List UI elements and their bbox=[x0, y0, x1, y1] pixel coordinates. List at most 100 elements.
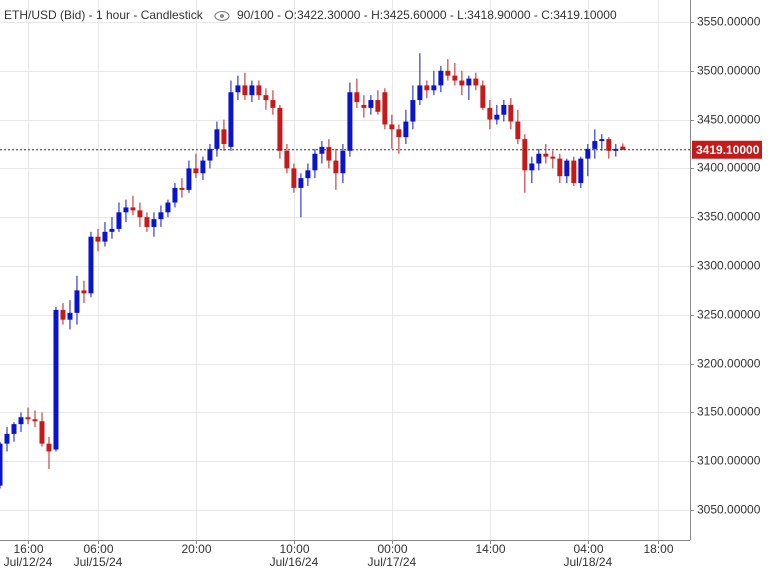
candle-body bbox=[242, 85, 248, 96]
candle-body bbox=[298, 178, 304, 188]
candle-body bbox=[284, 150, 290, 169]
candle-body bbox=[564, 160, 570, 177]
last-price-label: 3419.10000 bbox=[696, 143, 760, 157]
candle-body bbox=[165, 202, 171, 213]
candle-body bbox=[53, 309, 59, 450]
candle-body bbox=[445, 70, 451, 76]
x-date-label: Jul/15/24 bbox=[74, 555, 123, 569]
candle-body bbox=[319, 146, 325, 154]
candle-body bbox=[501, 104, 507, 115]
candle-body bbox=[410, 100, 416, 122]
candle-body bbox=[263, 95, 269, 101]
candle-body bbox=[158, 212, 164, 220]
grid bbox=[0, 0, 690, 540]
candle-body bbox=[81, 290, 87, 294]
y-tick-label: 3050.00000 bbox=[697, 503, 761, 517]
candle-body bbox=[18, 417, 24, 425]
candle-body bbox=[417, 85, 423, 101]
candle-body bbox=[88, 236, 94, 294]
candle-body bbox=[200, 160, 206, 174]
candle-body bbox=[333, 160, 339, 174]
chart-title: ETH/USD (Bid) - 1 hour - Candlestick bbox=[4, 8, 204, 22]
candle-body bbox=[0, 443, 3, 486]
x-tick-label: 14:00 bbox=[475, 542, 505, 556]
candle-body bbox=[172, 187, 178, 203]
candle-body bbox=[403, 121, 409, 138]
candle-body bbox=[508, 104, 514, 122]
candle-body bbox=[599, 139, 605, 142]
candle-body bbox=[25, 417, 31, 420]
candle-body bbox=[459, 80, 465, 86]
candle-body bbox=[270, 100, 276, 108]
y-tick-label: 3100.00000 bbox=[697, 454, 761, 468]
candle-body bbox=[179, 187, 185, 190]
candle-body bbox=[487, 107, 493, 120]
x-tick-label: 00:00 bbox=[377, 542, 407, 556]
x-date-label: Jul/18/24 bbox=[563, 555, 612, 569]
candle-body bbox=[74, 290, 80, 313]
candle-body bbox=[116, 212, 122, 229]
candle-body bbox=[529, 163, 535, 171]
candle-body bbox=[466, 78, 472, 86]
y-tick-label: 3500.00000 bbox=[697, 64, 761, 78]
last-price-box bbox=[692, 140, 762, 159]
candle-body bbox=[375, 100, 381, 112]
candle-body bbox=[578, 158, 584, 184]
candle-body bbox=[368, 100, 374, 108]
candle-body bbox=[130, 207, 136, 211]
y-tick-label: 3200.00000 bbox=[697, 357, 761, 371]
candle-body bbox=[46, 443, 52, 452]
candle-body bbox=[256, 85, 262, 96]
candle-body bbox=[592, 141, 598, 149]
candle-body bbox=[557, 158, 563, 177]
visibility-icon[interactable] bbox=[214, 10, 230, 22]
candles bbox=[0, 53, 626, 489]
candle-body bbox=[452, 75, 458, 81]
x-date-label: Jul/12/24 bbox=[4, 555, 53, 569]
candle-body bbox=[228, 92, 234, 147]
candle-body bbox=[347, 92, 353, 151]
candle-body bbox=[480, 85, 486, 108]
candle-body bbox=[382, 92, 388, 125]
candle-body bbox=[39, 421, 45, 444]
x-date-label: Jul/17/24 bbox=[368, 555, 417, 569]
x-tick-label: 04:00 bbox=[573, 542, 603, 556]
candle-body bbox=[67, 312, 73, 320]
candle-body bbox=[522, 139, 528, 171]
candle-body bbox=[123, 207, 129, 213]
y-tick-label: 3350.00000 bbox=[697, 210, 761, 224]
candle-body bbox=[214, 129, 220, 149]
candle-body bbox=[95, 236, 101, 242]
candle-body bbox=[102, 231, 108, 242]
y-tick-label: 3300.00000 bbox=[697, 259, 761, 273]
candle-body bbox=[4, 433, 10, 444]
candle-body bbox=[249, 85, 255, 96]
candle-body bbox=[277, 107, 283, 151]
candle-body bbox=[137, 210, 143, 218]
x-tick-label: 20:00 bbox=[181, 542, 211, 556]
candle-body bbox=[354, 92, 360, 103]
candle-body bbox=[186, 168, 192, 190]
candle-body bbox=[494, 114, 500, 120]
candle-body bbox=[473, 78, 479, 86]
candle-body bbox=[431, 85, 437, 91]
y-tick-label: 3450.00000 bbox=[697, 113, 761, 127]
candle-body bbox=[109, 228, 115, 232]
candle-body bbox=[32, 419, 38, 422]
y-tick-label: 3250.00000 bbox=[697, 308, 761, 322]
x-tick-label: 10:00 bbox=[279, 542, 309, 556]
candle-body bbox=[396, 129, 402, 138]
candle-body bbox=[389, 124, 395, 130]
candle-body bbox=[144, 217, 150, 227]
candle-body bbox=[424, 85, 430, 91]
candle-body bbox=[11, 424, 17, 434]
candle-body bbox=[550, 156, 556, 159]
candle-body bbox=[221, 129, 227, 144]
candle-body bbox=[571, 160, 577, 184]
candle-body bbox=[585, 148, 591, 159]
candle-body bbox=[543, 153, 549, 157]
candle-body bbox=[515, 121, 521, 140]
candle-body bbox=[235, 85, 241, 93]
candle-body bbox=[193, 168, 199, 174]
